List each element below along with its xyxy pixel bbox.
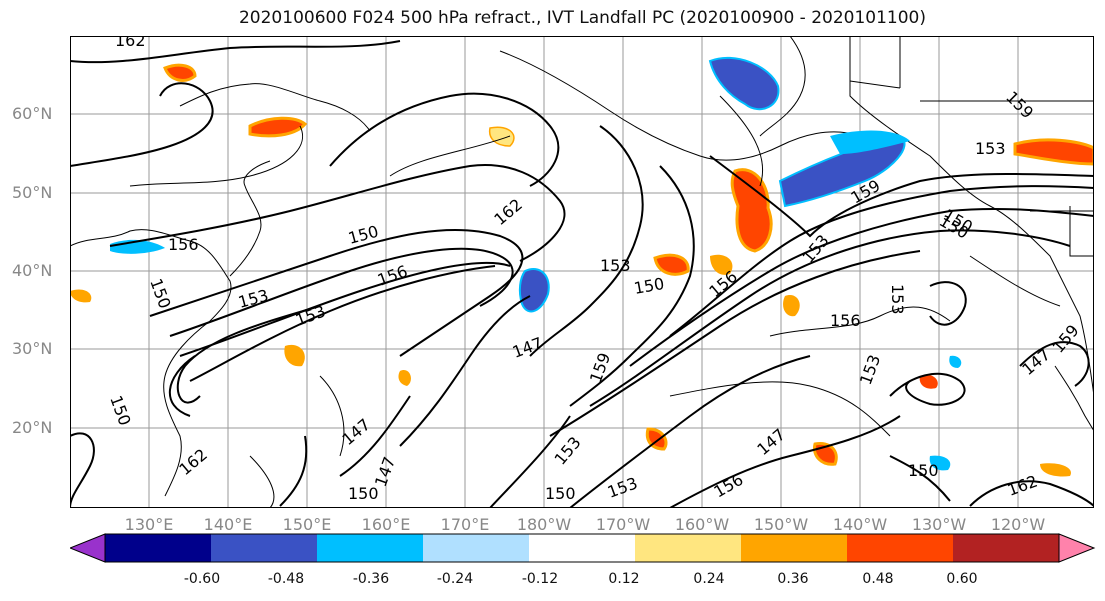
contour-label: 150 <box>545 484 576 503</box>
lon-label-150w: 150°W <box>753 515 809 534</box>
lon-label-140w: 140°W <box>832 515 888 534</box>
lon-label-170w: 170°W <box>595 515 651 534</box>
colorbar-segment <box>211 534 318 562</box>
lat-label-30n: 30°N <box>12 339 53 358</box>
map-panel: 162 159 153 156 150 162 153 153 150 156 … <box>70 36 1094 508</box>
lat-label-20n: 20°N <box>12 418 53 437</box>
lon-label-180w: 180°W <box>516 515 572 534</box>
lon-label-170e: 170°E <box>440 515 490 534</box>
lon-label-160e: 160°E <box>361 515 411 534</box>
colorbar-segment <box>105 534 212 562</box>
height-contours-thin <box>129 95 1061 508</box>
contour-label: 153 <box>888 284 907 315</box>
contour-label: 150 <box>908 461 939 480</box>
colorbar-segment <box>635 534 742 562</box>
colorbar-tick: 0.60 <box>946 571 978 587</box>
contour-label: 150 <box>348 484 379 503</box>
lon-label-130w: 130°W <box>911 515 967 534</box>
graticule <box>70 36 1094 508</box>
lon-label-160w: 160°W <box>674 515 730 534</box>
colorbar-tick: 0.24 <box>693 571 725 587</box>
height-contours <box>70 40 1094 508</box>
colorbar-tick: -0.36 <box>352 571 390 587</box>
colorbar-tick: -0.60 <box>183 571 221 587</box>
colorbar-tick: -0.12 <box>521 571 559 587</box>
colorbar-segment <box>423 534 530 562</box>
colorbar-tick: -0.24 <box>436 571 474 587</box>
contour-label: 162 <box>115 36 146 50</box>
contour-label: 156 <box>830 311 861 330</box>
contour-label: 153 <box>600 256 631 275</box>
lat-label-50n: 50°N <box>12 183 53 202</box>
colorbar-segment <box>317 534 424 562</box>
lat-label-60n: 60°N <box>12 104 53 123</box>
colorbar-segment <box>529 534 636 562</box>
colorbar-segment <box>953 534 1060 562</box>
colorbar-tick: -0.48 <box>267 571 305 587</box>
colorbar-tick: 0.12 <box>608 571 640 587</box>
colorbar-border <box>104 533 1060 563</box>
contour-label: 156 <box>168 235 199 254</box>
lon-label-130e: 130°E <box>124 515 174 534</box>
contour-label: 153 <box>975 139 1006 158</box>
colorbar-segment <box>847 534 954 562</box>
colorbar-segment <box>1058 533 1096 563</box>
colorbar <box>70 533 1096 563</box>
map-title: 2020100600 F024 500 hPa refract., IVT La… <box>238 8 926 28</box>
lon-label-150e: 150°E <box>282 515 332 534</box>
lon-label-120w: 120°W <box>990 515 1046 534</box>
colorbar-segment <box>70 533 106 563</box>
colorbar-tick: 0.48 <box>862 571 894 587</box>
colorbar-tick: 0.36 <box>777 571 809 587</box>
lat-label-40n: 40°N <box>12 261 53 280</box>
lon-label-140e: 140°E <box>203 515 253 534</box>
colorbar-segment <box>741 534 848 562</box>
